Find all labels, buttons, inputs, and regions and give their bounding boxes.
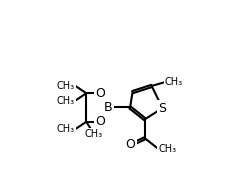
Text: CH₃: CH₃ (57, 81, 75, 91)
Text: CH₃: CH₃ (57, 96, 75, 106)
Text: O: O (96, 87, 106, 100)
Text: B: B (104, 101, 113, 114)
Text: CH₃: CH₃ (165, 77, 183, 87)
Text: O: O (126, 138, 135, 152)
Text: CH₃: CH₃ (57, 124, 75, 134)
Text: S: S (158, 102, 167, 115)
Text: O: O (96, 115, 106, 128)
Text: CH₃: CH₃ (158, 144, 176, 154)
Text: CH₃: CH₃ (85, 129, 103, 139)
